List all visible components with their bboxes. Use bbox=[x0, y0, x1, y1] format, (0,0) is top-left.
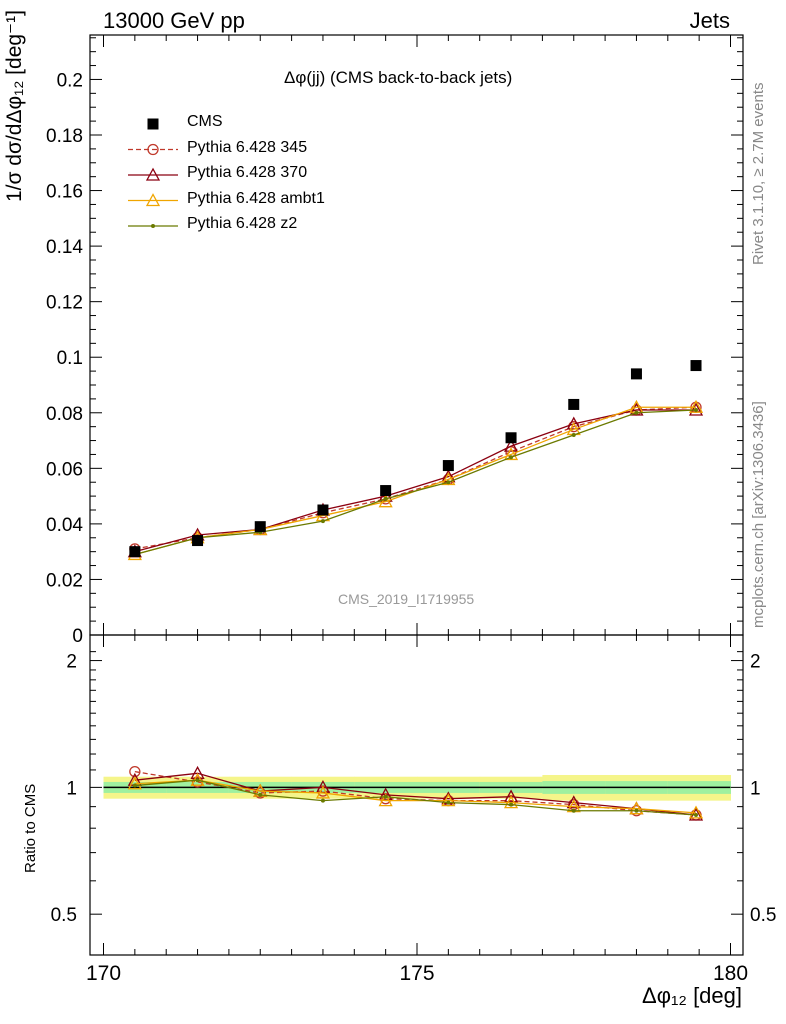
ratio-point bbox=[441, 793, 456, 807]
ratio-y-tick-label-right: 0.5 bbox=[750, 905, 776, 926]
ratio-point bbox=[571, 808, 576, 813]
ratio-point bbox=[629, 801, 644, 815]
ratio-point bbox=[634, 808, 639, 813]
data-point bbox=[441, 472, 456, 486]
ratio-point bbox=[503, 795, 519, 809]
y-tick-label: 0.04 bbox=[46, 515, 83, 536]
data-point bbox=[317, 504, 329, 516]
y-tick-label: 0.14 bbox=[46, 237, 83, 258]
y-tick-label: 0.2 bbox=[57, 70, 83, 91]
data-point bbox=[571, 433, 576, 437]
ratio-series-line bbox=[134, 772, 697, 816]
legend-label: Pythia 6.428 ambt1 bbox=[187, 189, 325, 207]
analysis-watermark: CMS_2019_I1719955 bbox=[338, 591, 475, 607]
legend-label: Pythia 6.428 z2 bbox=[187, 215, 298, 232]
data-point bbox=[509, 455, 514, 460]
data-point bbox=[634, 410, 639, 415]
data-point bbox=[383, 496, 388, 501]
y-axis-label: 1/σ dσ/dΔφ₁₂ [deg⁻¹] bbox=[3, 10, 26, 202]
data-point bbox=[442, 460, 454, 472]
data-point bbox=[568, 398, 580, 410]
ratio-point bbox=[694, 812, 699, 817]
x-tick-label: 170 bbox=[86, 962, 121, 985]
series-line bbox=[134, 409, 697, 553]
ratio-y-tick-label-right: 1 bbox=[750, 778, 761, 799]
legend-marker bbox=[147, 118, 159, 130]
x-tick-label: 175 bbox=[399, 962, 434, 985]
ratio-point bbox=[378, 787, 393, 801]
y-tick-label: 0.18 bbox=[46, 126, 83, 147]
energy-label: 13000 GeV pp bbox=[103, 8, 245, 33]
ratio-point bbox=[258, 792, 263, 797]
y-tick-label: 0.02 bbox=[46, 570, 83, 591]
series-line bbox=[134, 406, 697, 550]
data-point bbox=[690, 360, 702, 372]
x-axis-label: Δφ₁₂ [deg] bbox=[642, 983, 742, 1008]
data-point bbox=[629, 402, 644, 416]
data-point bbox=[503, 438, 519, 452]
ratio-series-line bbox=[134, 779, 697, 816]
plot-title: Δφ(jj) (CMS back-to-back jets) bbox=[284, 68, 513, 87]
ratio-series-line bbox=[134, 779, 697, 814]
ratio-point bbox=[688, 805, 704, 819]
legend-label: Pythia 6.428 345 bbox=[187, 138, 308, 156]
ratio-y-tick-label-right: 2 bbox=[750, 652, 761, 673]
data-point bbox=[446, 480, 451, 485]
process-label: Jets bbox=[689, 8, 730, 33]
legend-marker bbox=[151, 224, 155, 228]
ratio-y-tick-label: 2 bbox=[66, 652, 77, 673]
ratio-point bbox=[315, 785, 331, 799]
ratio-axis-label: Ratio to CMS bbox=[22, 783, 39, 873]
x-tick-label: 180 bbox=[713, 962, 748, 985]
ratio-point bbox=[378, 793, 393, 807]
data-point bbox=[503, 447, 519, 461]
data-point bbox=[192, 535, 204, 547]
data-point bbox=[320, 519, 325, 524]
series-line bbox=[134, 409, 697, 556]
legend-marker bbox=[145, 167, 161, 181]
ratio-point bbox=[195, 778, 200, 783]
ratio-point bbox=[132, 783, 137, 788]
legend-label: CMS bbox=[187, 113, 223, 130]
legend-marker bbox=[147, 143, 159, 156]
y-tick-label: 0.06 bbox=[46, 459, 83, 480]
y-tick-label: 0.12 bbox=[46, 293, 83, 314]
data-point bbox=[129, 546, 141, 558]
ratio-point bbox=[383, 794, 388, 799]
ratio-y-tick-label: 1 bbox=[66, 778, 77, 799]
data-point bbox=[505, 432, 517, 444]
data-point bbox=[694, 408, 699, 412]
data-point bbox=[630, 368, 642, 380]
legend-marker bbox=[145, 193, 161, 207]
data-point bbox=[254, 521, 266, 533]
legend-label: Pythia 6.428 370 bbox=[187, 164, 308, 181]
y-tick-label: 0.1 bbox=[57, 348, 83, 369]
mcplots-source-label: mcplots.cern.ch [arXiv:1306.3436] bbox=[750, 401, 767, 628]
ratio-point bbox=[566, 795, 581, 809]
series-line bbox=[134, 406, 697, 556]
y-tick-label: 0.16 bbox=[46, 182, 83, 203]
data-point bbox=[688, 399, 704, 413]
ratio-y-tick-label: 0.5 bbox=[51, 905, 77, 926]
ratio-point bbox=[509, 802, 514, 807]
ratio-point bbox=[320, 798, 325, 803]
y-tick-label: 0 bbox=[72, 626, 83, 647]
ratio-point bbox=[446, 800, 451, 805]
ratio-point bbox=[503, 789, 519, 803]
y-tick-label: 0.08 bbox=[46, 404, 83, 425]
ratio-point bbox=[190, 772, 205, 786]
rivet-version-label: Rivet 3.1.10, ≥ 2.7M events bbox=[750, 82, 767, 266]
data-point bbox=[378, 494, 393, 508]
data-point bbox=[380, 485, 392, 497]
ratio-point bbox=[127, 776, 142, 790]
